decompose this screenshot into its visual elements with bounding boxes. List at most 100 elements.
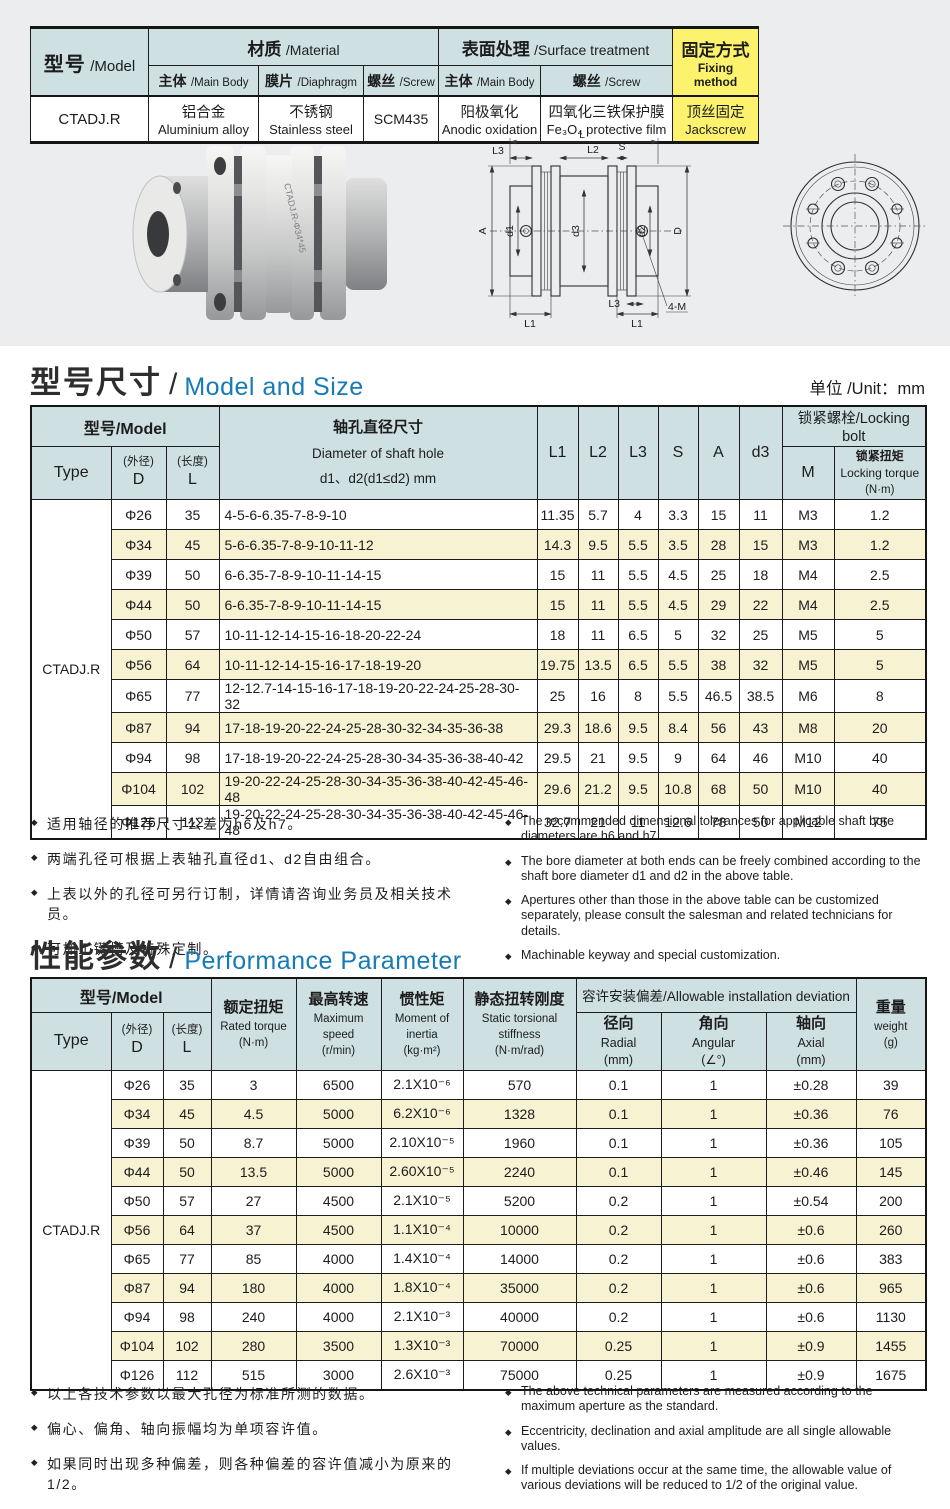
angular-en: Angular — [691, 1035, 736, 1050]
header-surface-main-body: 主体 /Main Body — [438, 65, 542, 97]
header-axial: 轴向 Axial (mm) — [765, 1012, 857, 1071]
cell-holes: 10-11-12-14-15-16-18-20-22-24 — [218, 619, 538, 650]
cell-dia: Φ65 — [110, 679, 167, 713]
header-d3: d3 — [738, 405, 783, 500]
cell-s: 4.5 — [657, 589, 699, 620]
cell-weight: 105 — [855, 1127, 927, 1158]
table-row: Φ87 94 17-18-19-20-22-24-25-28-30-32-34-35… — [31, 712, 927, 743]
perf-title-zh: 性能参数 — [30, 939, 162, 974]
cell-len: 98 — [162, 1301, 212, 1332]
cell-dia: Φ44 — [110, 1156, 164, 1187]
cell-angular: 1 — [660, 1243, 767, 1274]
header-surface-treatment: 表面处理 /Surface treatment — [438, 27, 674, 66]
model-group-label: 型号/Model — [83, 420, 167, 438]
dim-label-d3: d3 — [570, 225, 582, 237]
cell-a: 38 — [697, 649, 740, 680]
d-label: D — [131, 1039, 143, 1057]
model-zh: 型号 — [43, 53, 86, 76]
fixing-zh: 固定方式 — [681, 40, 750, 60]
header-angular: 角向 Angular (∠°) — [660, 1012, 767, 1071]
cell-a: 28 — [697, 529, 740, 560]
cell-speed: 4500 — [295, 1214, 382, 1245]
cell-l3: 4 — [617, 499, 659, 530]
unit-label: 单位 /Unit：mm — [809, 380, 926, 398]
header-surface-screw: 螺丝 /Screw — [540, 65, 674, 97]
cell-len: 50 — [165, 589, 220, 620]
cell-inertia: 1.4X10⁻⁴ — [380, 1243, 464, 1274]
cell-l2: 11 — [577, 559, 619, 590]
cell-l2: 21.2 — [577, 772, 619, 806]
inertia-unit: (kg·m²) — [403, 1045, 441, 1058]
hole-range: d1、d2(d1≤d2) mm — [319, 470, 437, 486]
cell-len: 94 — [162, 1272, 212, 1303]
cell-stiffness: 570 — [462, 1069, 577, 1100]
cell-l1: 29.3 — [536, 712, 579, 743]
cell-torque: 40 — [833, 772, 927, 806]
cell-holes: 12-12.7-14-15-16-17-18-19-20-22-24-25-28… — [218, 679, 538, 713]
cell-a: 68 — [697, 772, 740, 806]
cell-angular: 1 — [660, 1069, 767, 1100]
cell-l2: 16 — [577, 679, 619, 713]
cell-m: M3 — [781, 529, 835, 560]
cell-torque: 1.2 — [833, 529, 927, 560]
cell-len: 35 — [162, 1069, 212, 1100]
inertia-en: Moment of inertia — [394, 1013, 450, 1042]
cell-stiffness: 1960 — [462, 1127, 577, 1158]
table-row: Φ104 102 19-20-22-24-25-28-30-34-35-36-38-… — [31, 772, 927, 806]
cell-dia: Φ65 — [110, 1243, 164, 1274]
cell-radial: 0.1 — [575, 1069, 662, 1100]
cell-d3: 38.5 — [738, 679, 783, 713]
d-note: (外径) — [121, 1024, 153, 1037]
header-l1: L1 — [536, 405, 579, 500]
speed-unit: (r/min) — [321, 1045, 356, 1058]
size-title-zh: 型号尺寸 — [30, 365, 162, 400]
val-en: Aluminium alloy — [157, 122, 250, 137]
table-row: CTADJ.R Φ26 35 4-5-6-6.35-7-8-9-10 11.35 5.7 4… — [30, 499, 927, 840]
table-row: Φ44 50 13.5 5000 2.60X10⁻⁵ 2240 0.1 1 ±0.46 145 — [31, 1156, 927, 1187]
cell-dia: Φ26 — [110, 1069, 164, 1100]
stiff-unit: (N·m/rad) — [494, 1045, 545, 1058]
size-title-en: Model and Size — [184, 373, 364, 401]
cell-holes: 5-6-6.35-7-8-9-10-11-12 — [218, 529, 538, 560]
cell-angular: 1 — [660, 1301, 767, 1332]
inertia-zh: 惯性矩 — [399, 991, 445, 1009]
cell-weight: 39 — [855, 1069, 927, 1100]
size-section-header: 型号尺寸 / Model and Size 单位 /Unit：mm — [30, 357, 925, 402]
cell-holes: 17-18-19-20-22-24-25-28-30-34-35-36-38-4… — [218, 742, 538, 773]
main-body-zh: 主体 — [158, 72, 187, 89]
note-item: Apertures other than those in the above … — [504, 893, 925, 939]
table-row: CTADJ.R Φ26 35 3 6500 2.1X10⁻⁶ 570 0.1 1 ±0.28 39 — [30, 1069, 927, 1391]
cell-l3: 9.5 — [617, 742, 659, 773]
cell-d3: 15 — [738, 529, 783, 560]
cell-inertia: 2.10X10⁻⁵ — [380, 1127, 464, 1158]
size-title-slash: / — [169, 368, 178, 401]
radial-zh: 径向 — [603, 1015, 634, 1032]
cell-s: 5 — [657, 619, 699, 650]
header-l2: L2 — [577, 405, 619, 500]
cell-l3: 5.5 — [617, 529, 659, 560]
table-row: Φ39 50 8.7 5000 2.10X10⁻⁵ 1960 0.1 1 ±0.36 105 — [31, 1127, 927, 1158]
cell-axial: ±0.6 — [765, 1301, 857, 1332]
cell-diaphragm: 不锈钢 Stainless steel — [258, 95, 364, 143]
header-max-speed: 最高转速 Maximum speed (r/min) — [295, 977, 382, 1071]
cell-s: 9 — [657, 742, 699, 773]
model-size-table: 型号/Model 轴孔直径尺寸 Diameter of shaft hole d… — [30, 405, 928, 840]
cell-stiffness: 40000 — [462, 1301, 577, 1332]
cell-a: 32 — [697, 619, 740, 650]
cell-stiffness: 14000 — [462, 1243, 577, 1274]
cell-len: 50 — [162, 1127, 212, 1158]
note-item: 可加工键槽及特殊定制。 — [30, 939, 470, 959]
note-item: 适用轴径的推荐尺寸公差为h6及h7。 — [30, 814, 470, 834]
surface-screw-en: /Screw — [605, 76, 641, 89]
cell-torque: 37 — [210, 1214, 297, 1245]
note-item: The bore diameter at both ends can be fr… — [504, 854, 925, 885]
cell-speed: 5000 — [295, 1127, 382, 1158]
weight-zh: 重量 — [875, 999, 906, 1017]
cell-axial: ±0.6 — [765, 1243, 857, 1274]
d-note: (外径) — [123, 456, 154, 469]
cell-main-body: 铝合金 Aluminium alloy — [148, 95, 259, 143]
cell-radial: 0.2 — [575, 1272, 662, 1303]
type-label: Type — [53, 1032, 89, 1050]
cell-len: 35 — [165, 499, 220, 530]
cell-s: 4.5 — [657, 559, 699, 590]
